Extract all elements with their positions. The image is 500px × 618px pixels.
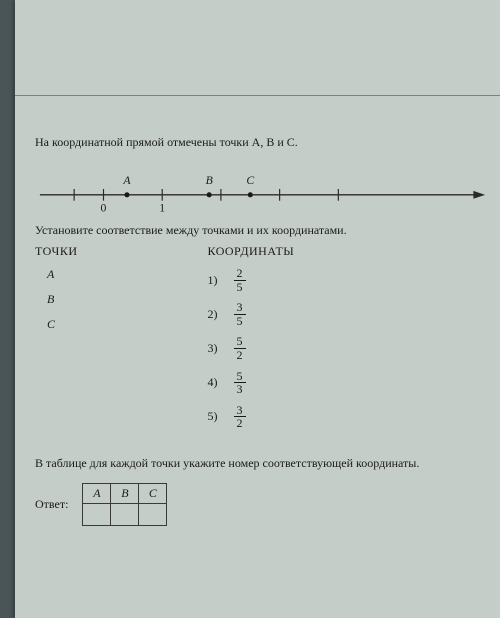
answer-header-b: B xyxy=(111,483,139,503)
number-line: 0 1 A B C xyxy=(35,160,490,215)
answer-cell-a[interactable] xyxy=(83,503,111,525)
fraction-4: 5 3 xyxy=(234,370,246,396)
fraction-2: 3 5 xyxy=(234,301,246,327)
point-row-b: B xyxy=(35,292,78,307)
frac-numerator: 3 xyxy=(234,301,246,315)
answer-header-c: C xyxy=(139,483,167,503)
coord-num-2: 2) xyxy=(208,307,224,322)
point-c-dot xyxy=(248,192,253,197)
point-row-a: A xyxy=(35,267,78,282)
frac-denominator: 3 xyxy=(234,383,246,396)
coord-num-4: 4) xyxy=(208,375,224,390)
answer-header-a: A xyxy=(83,483,111,503)
frac-numerator: 3 xyxy=(234,404,246,418)
fraction-1: 2 5 xyxy=(234,267,246,293)
coord-row-1: 1) 2 5 xyxy=(208,267,295,293)
coord-num-1: 1) xyxy=(208,273,224,288)
paper-sheet: На координатной прямой отмечены точки A,… xyxy=(15,0,500,618)
frac-numerator: 5 xyxy=(234,335,246,349)
coord-row-2: 2) 3 5 xyxy=(208,301,295,327)
divider-line xyxy=(15,95,500,96)
coord-row-4: 4) 5 3 xyxy=(208,370,295,396)
number-line-svg: 0 1 A B C xyxy=(35,160,490,215)
instruction-2: В таблице для каждой точки укажите номер… xyxy=(35,456,490,471)
coords-column: КООРДИНАТЫ 1) 2 5 2) 3 5 3) xyxy=(208,244,295,438)
frac-denominator: 5 xyxy=(234,315,246,328)
answer-cell-b[interactable] xyxy=(111,503,139,525)
point-a-dot xyxy=(124,192,129,197)
frac-numerator: 2 xyxy=(234,267,246,281)
fraction-5: 3 2 xyxy=(234,404,246,430)
coord-num-3: 3) xyxy=(208,341,224,356)
point-row-c: C xyxy=(35,317,78,332)
frac-numerator: 5 xyxy=(234,370,246,384)
answer-row: Ответ: A B C xyxy=(35,483,490,526)
frac-denominator: 2 xyxy=(234,417,246,430)
answer-cell-c[interactable] xyxy=(139,503,167,525)
point-a-label: A xyxy=(122,174,131,187)
frac-denominator: 2 xyxy=(234,349,246,362)
tick-label-1: 1 xyxy=(159,201,165,214)
point-c-label: C xyxy=(246,174,254,187)
columns: ТОЧКИ A B C КООРДИНАТЫ 1) 2 5 2) xyxy=(35,244,490,438)
fraction-3: 5 2 xyxy=(234,335,246,361)
tick-label-0: 0 xyxy=(101,201,107,214)
points-header: ТОЧКИ xyxy=(35,244,78,259)
coord-num-5: 5) xyxy=(208,409,224,424)
frac-denominator: 5 xyxy=(234,281,246,294)
point-b-label: B xyxy=(206,174,213,187)
content-region: На координатной прямой отмечены точки A,… xyxy=(35,135,490,526)
point-b-dot xyxy=(207,192,212,197)
problem-text-1: На координатной прямой отмечены точки A,… xyxy=(35,135,490,150)
points-column: ТОЧКИ A B C xyxy=(35,244,78,438)
coords-header: КООРДИНАТЫ xyxy=(208,244,295,259)
coord-row-3: 3) 5 2 xyxy=(208,335,295,361)
answer-label: Ответ: xyxy=(35,497,68,512)
problem-text-2: Установите соответствие между точками и … xyxy=(35,223,490,238)
coord-row-5: 5) 3 2 xyxy=(208,404,295,430)
answer-table: A B C xyxy=(82,483,167,526)
axis-arrow xyxy=(473,191,485,199)
